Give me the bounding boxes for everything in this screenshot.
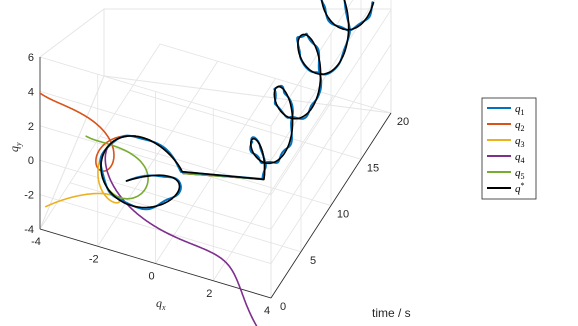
legend-entry-sub: 2 bbox=[521, 124, 525, 133]
x-tick-label: 10 bbox=[337, 209, 349, 221]
legend-entry-base: q bbox=[515, 183, 521, 195]
legend-entry: q* bbox=[515, 181, 525, 195]
grid-back-qy bbox=[270, 78, 392, 264]
y-axis-label: qx bbox=[156, 296, 166, 312]
z-tick-label: -2 bbox=[24, 190, 34, 202]
legend-entry-sub: 3 bbox=[521, 140, 525, 149]
grid-floor-qx bbox=[39, 43, 161, 230]
z-tick-label: 4 bbox=[28, 86, 34, 98]
x-tick-label: 5 bbox=[310, 255, 316, 267]
grid-floor-qx bbox=[155, 78, 276, 264]
legend-entry-base: q bbox=[515, 151, 521, 163]
legend-entry: q3 bbox=[515, 135, 525, 149]
legend-entry: q5 bbox=[515, 167, 525, 181]
x-tick-label: 15 bbox=[367, 162, 379, 174]
legend-entry: q2 bbox=[515, 119, 525, 133]
y-tick-label: -2 bbox=[89, 253, 99, 265]
legend-entry-base: q bbox=[515, 103, 521, 115]
x-tick-label: 0 bbox=[280, 301, 286, 313]
x-axis-label: time / s bbox=[372, 306, 411, 320]
z-axis-label: qy bbox=[7, 142, 23, 152]
grid-side-qy bbox=[39, 125, 272, 196]
x-tick-label: 20 bbox=[397, 116, 409, 128]
legend-entry-sup: * bbox=[521, 181, 525, 190]
z-axis-label-sub: y bbox=[14, 142, 23, 147]
y-axis-label-sub: x bbox=[161, 303, 166, 312]
axis-lines bbox=[39, 57, 392, 299]
y-axis-label-base: q bbox=[156, 296, 162, 310]
grid-side-qy bbox=[39, 194, 272, 264]
z-axis-label-base: q bbox=[7, 146, 21, 152]
y-tick-label: -4 bbox=[31, 236, 41, 248]
z-tick-label: 2 bbox=[28, 121, 34, 133]
legend-entry-base: q bbox=[515, 119, 521, 131]
z-tick-label: 6 bbox=[28, 52, 34, 64]
z-tick-label: 0 bbox=[28, 155, 34, 167]
legend-entry-sub: 1 bbox=[521, 108, 525, 117]
grid-back-qy bbox=[270, 9, 392, 196]
legend-entry: q1 bbox=[515, 103, 525, 117]
grid-side-qy bbox=[39, 159, 272, 230]
grid-side-qy bbox=[39, 56, 272, 127]
legend-entry-base: q bbox=[515, 135, 521, 147]
series-line-6 bbox=[100, 0, 375, 209]
legend-entry-base: q bbox=[515, 167, 521, 179]
y-tick-label: 0 bbox=[148, 271, 154, 283]
grid-floor-qx bbox=[97, 61, 219, 247]
legend-entry-sub: 4 bbox=[521, 156, 525, 165]
x-axis-line bbox=[270, 112, 392, 299]
y-tick-label: 2 bbox=[206, 288, 212, 300]
y-tick-label: 4 bbox=[264, 305, 270, 317]
legend-box bbox=[481, 97, 537, 200]
legend-entry-sub: 5 bbox=[521, 172, 525, 181]
grid-back-qy bbox=[270, 0, 354, 127]
trajectory-lines bbox=[39, 0, 375, 326]
z-tick-label: -4 bbox=[24, 224, 34, 236]
legend-entry: q4 bbox=[515, 151, 525, 165]
y-axis-line bbox=[39, 228, 272, 299]
grid-floor-qx bbox=[212, 95, 334, 281]
grid-back-qy bbox=[270, 43, 392, 230]
grid-side-qy bbox=[39, 91, 272, 161]
